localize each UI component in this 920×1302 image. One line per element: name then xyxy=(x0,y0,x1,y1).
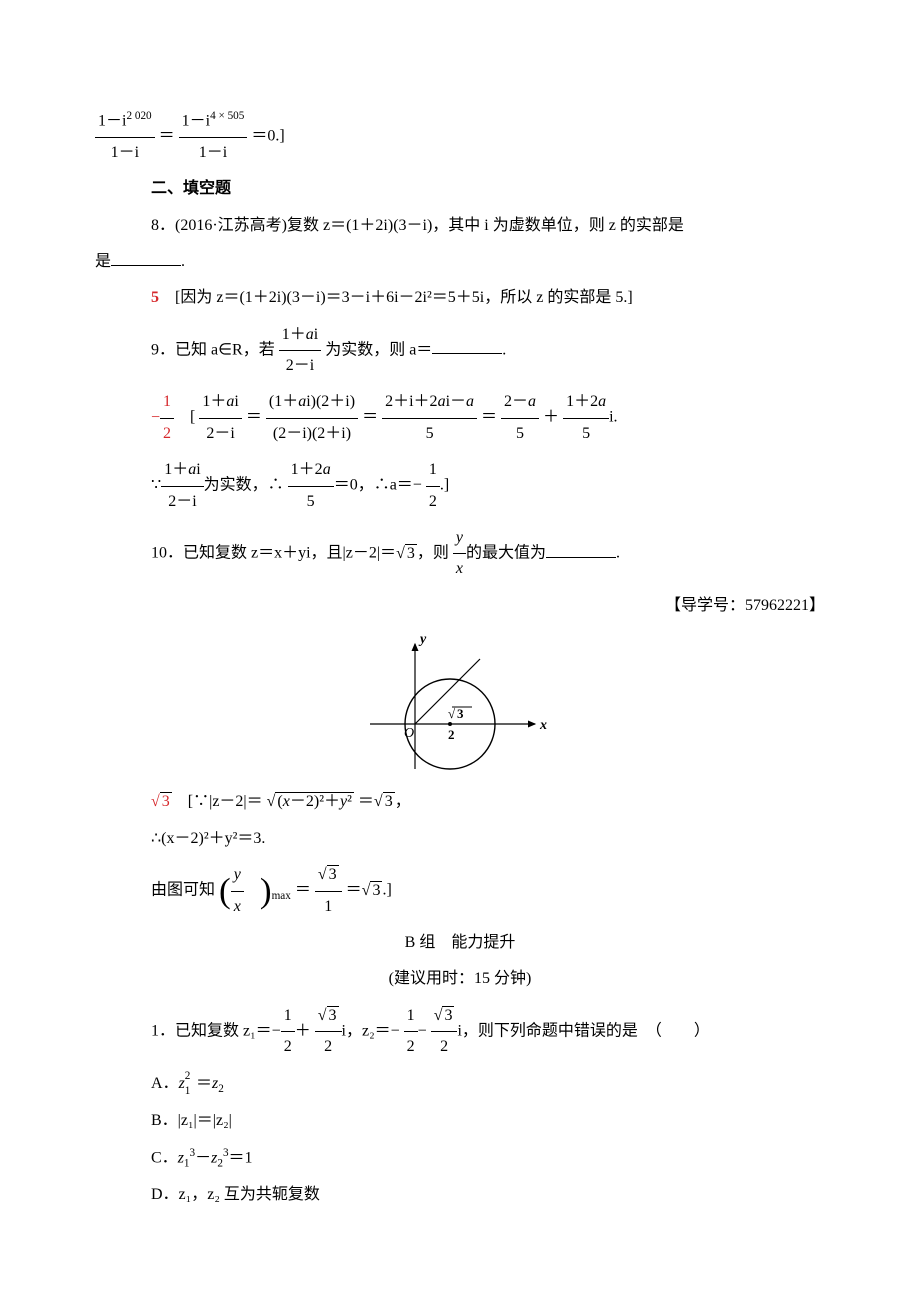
svg-text:y: y xyxy=(418,632,427,647)
q9: 9．已知 a∈R，若 1＋ai 2－i 为实数，则 a＝. xyxy=(95,320,825,382)
frac-1: 1－i2 020 1－i xyxy=(95,106,155,168)
svg-text:x: x xyxy=(539,718,547,733)
eq-top: 1－i2 020 1－i ＝ 1－i4 × 505 1－i ＝0.] xyxy=(95,106,825,168)
svg-text:√: √ xyxy=(448,706,456,721)
svg-text:3: 3 xyxy=(457,706,464,721)
q9-sol2: ∵1＋ai2－i为实数，∴ 1＋2a5＝0，∴a＝− 12.] xyxy=(95,455,825,517)
q8-answer: 5 [因为 z＝(1＋2i)(3－i)＝3－i＋6i－2i²＝5＋5i，所以 z… xyxy=(95,283,825,313)
section-heading: 二、填空题 xyxy=(95,174,825,204)
q8: 8．(2016·江苏高考)复数 z＝(1＋2i)(3－i)，其中 i 为虚数单位… xyxy=(95,211,825,241)
q9-answer: −12 [ 1＋ai2－i ＝ (1＋ai)(2＋i)(2－i)(2＋i) ＝ … xyxy=(95,387,825,449)
opt-c: C．z13－z23＝1 xyxy=(95,1143,825,1175)
q10-sol1: √3 [∵|z－2|＝ √(x－2)²＋y² ＝√3， xyxy=(95,787,825,818)
q10-sol2: ∴(x－2)²＋y²＝3. xyxy=(95,824,825,854)
frac-2: 1－i4 × 505 1－i xyxy=(179,106,248,168)
opt-a: A．z12＝z2 xyxy=(95,1069,825,1100)
q10-sol3: 由图可知 (yx )max ＝ √31 ＝√3.] xyxy=(95,860,825,922)
frac-q9: 1＋ai 2－i xyxy=(279,320,321,382)
b-q1: 1．已知复数 z₁＝−12＋ √32i，z₂＝− 12− √32i，则下列命题中… xyxy=(95,1001,825,1063)
group-b-heading: B 组 能力提升 xyxy=(95,928,825,958)
opt-d: D．z₁，z₂ 互为共轭复数 xyxy=(95,1180,825,1210)
guide-number: 【导学号：57962221】 xyxy=(95,591,825,621)
svg-text:2: 2 xyxy=(448,727,455,742)
q10: 10．已知复数 z＝x＋yi，且|z－2|＝√3，则 yx的最大值为. xyxy=(95,523,825,585)
q8-cont: 是. xyxy=(95,247,825,277)
group-b-time: (建议用时：15 分钟) xyxy=(95,964,825,994)
opt-b: B．|z₁|＝|z₂| xyxy=(95,1106,825,1136)
circle-diagram: O x y 2 √ 3 xyxy=(360,629,560,779)
svg-text:O: O xyxy=(404,726,414,741)
